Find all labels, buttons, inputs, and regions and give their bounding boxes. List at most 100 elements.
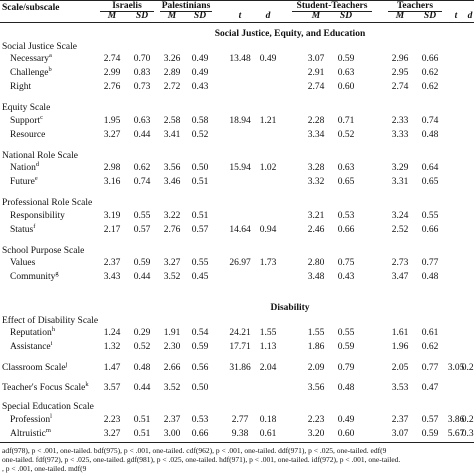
- subscale-label: Supportc: [10, 114, 43, 127]
- cell: 1.73: [259, 258, 277, 268]
- cell: 0.20: [461, 363, 474, 373]
- bottom-rule: [0, 442, 474, 443]
- subscale-label-text: Right: [10, 82, 32, 92]
- cell: 1.86: [307, 342, 325, 352]
- subscale-label-text: Altruistic: [10, 428, 46, 439]
- scale-label: Equity Scale: [2, 102, 50, 114]
- cell: 3.33: [391, 129, 409, 140]
- sub-header: d: [265, 11, 271, 21]
- cell: 1.61: [391, 328, 409, 338]
- scale-label-text: Equity Scale: [2, 103, 51, 113]
- cell: 2.23: [307, 414, 325, 425]
- subscale-label-text: Resource: [10, 129, 46, 140]
- scale-label: Social Justice Scale: [2, 41, 77, 53]
- cell: 0.65: [337, 177, 355, 187]
- cell: 0.44: [133, 129, 151, 140]
- cell: 0.66: [337, 224, 355, 235]
- cell: 2.28: [307, 115, 325, 126]
- cell: 3.05: [447, 363, 465, 373]
- cell: 0.63: [337, 163, 355, 173]
- cell: 3.32: [307, 177, 325, 187]
- cell: 0.49: [259, 54, 277, 64]
- cell: 0.60: [337, 428, 355, 439]
- table-note: , p < .001, one-tailed. mdf(9: [2, 464, 87, 473]
- cell: 0.47: [421, 382, 439, 393]
- cell: 2.91: [307, 68, 325, 78]
- cell: 0.59: [133, 258, 151, 268]
- group-rule: [292, 11, 372, 12]
- cell: 2.76: [163, 224, 181, 235]
- cell: 1.47: [103, 363, 121, 373]
- sub-header: SD: [135, 11, 149, 21]
- cell: 0.50: [191, 382, 209, 393]
- cell: 0.64: [421, 163, 439, 173]
- cell: 0.25: [461, 414, 474, 425]
- cell: 0.45: [191, 272, 209, 282]
- cell: 0.51: [191, 210, 209, 221]
- cell: 2.46: [307, 224, 325, 235]
- cell: 2.23: [103, 414, 121, 425]
- cell: 2.98: [103, 163, 121, 173]
- cell: 5.67: [447, 428, 465, 439]
- cell: 0.54: [191, 328, 209, 338]
- cell: 0.63: [337, 68, 355, 78]
- sub-header: t: [454, 11, 458, 21]
- scale-label-text: Social Justice Scale: [2, 41, 77, 52]
- cell: 1.91: [163, 328, 181, 338]
- cell: 2.33: [391, 115, 409, 126]
- cell: 1.21: [259, 115, 277, 126]
- cell: 2.77: [231, 414, 249, 425]
- cell: 0.51: [133, 428, 151, 439]
- cell: 3.07: [307, 54, 325, 64]
- subscale-label-text: Status: [10, 224, 34, 235]
- cell: 3.22: [163, 210, 181, 221]
- cell: 2.37: [391, 414, 409, 425]
- cell: 0.62: [133, 163, 151, 173]
- cell: 2.17: [103, 224, 121, 235]
- footnote-marker: k: [85, 380, 89, 388]
- cell: 3.19: [103, 210, 121, 221]
- cell: 0.71: [337, 115, 355, 126]
- cell: 0.55: [337, 328, 355, 338]
- cell: 0.43: [191, 82, 209, 92]
- subscale-label: Values: [10, 257, 35, 269]
- scale-label-text: National Role Scale: [2, 150, 78, 161]
- cell: 1.13: [259, 342, 277, 352]
- cell: 0.73: [133, 82, 151, 92]
- cell: 2.66: [163, 363, 181, 373]
- subscale-label: Reputationh: [10, 326, 55, 339]
- scale-label-text: Special Education Scale: [2, 402, 94, 412]
- cell: 0.61: [421, 328, 439, 338]
- cell: 3.07: [391, 428, 409, 439]
- cell: 31.86: [229, 363, 251, 373]
- cell: 0.49: [191, 68, 209, 78]
- cell: 0.62: [421, 68, 439, 78]
- cell: 3.34: [307, 129, 325, 140]
- subscale-label-text: Community: [10, 272, 56, 282]
- cell: 2.74: [103, 54, 121, 64]
- cell: 0.52: [191, 129, 209, 140]
- footnote-marker: b: [48, 66, 52, 73]
- cell: 3.46: [163, 177, 181, 187]
- group-header: Student-Teachers: [296, 1, 368, 11]
- cell: 3.57: [103, 382, 121, 393]
- cell: 3.31: [391, 177, 409, 187]
- cell: 0.83: [133, 68, 151, 78]
- subscale-label-text: Future: [10, 177, 35, 187]
- group-header: Teachers: [396, 1, 434, 11]
- cell: 0.53: [337, 210, 355, 221]
- footnote-marker: f: [33, 222, 36, 230]
- subscale-label: Right: [10, 81, 31, 93]
- sub-header: d: [467, 11, 473, 21]
- cell: 3.48: [307, 272, 325, 282]
- cell: 2.80: [307, 258, 325, 268]
- cell: 3.28: [307, 163, 325, 173]
- cell: 1.55: [259, 328, 277, 338]
- cell: 0.77: [421, 363, 439, 373]
- section-title: Social Justice, Equity, and Education: [214, 29, 366, 39]
- cell: 0.74: [133, 177, 151, 187]
- sub-header: M: [107, 11, 117, 21]
- cell: 0.44: [133, 382, 151, 393]
- cell: 1.02: [259, 163, 277, 173]
- subscale-label-text: Values: [10, 258, 36, 268]
